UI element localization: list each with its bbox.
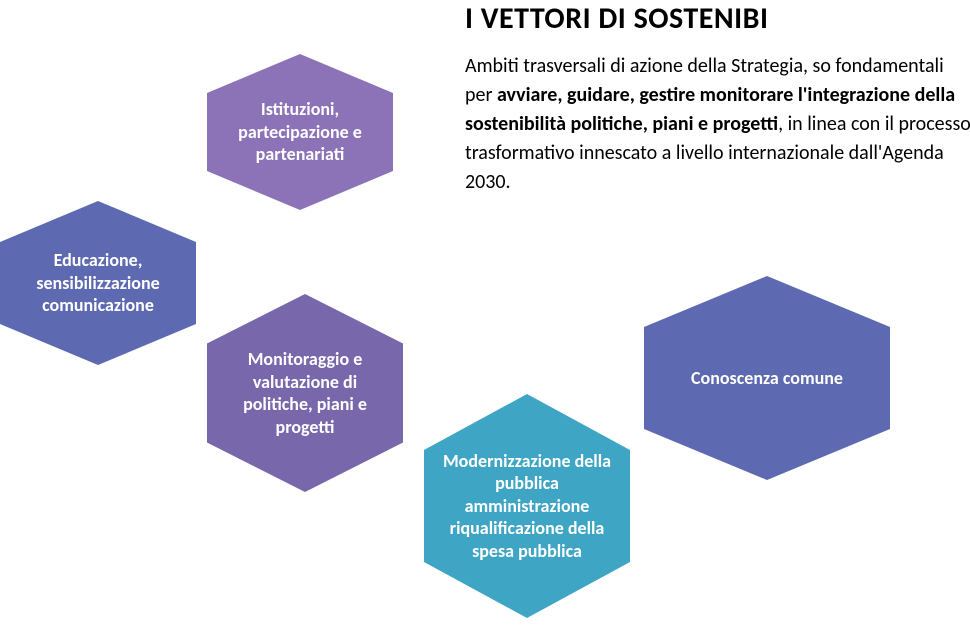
intro-paragraph: Ambiti trasversali di azione della Strat… — [465, 52, 970, 197]
paragraph-run: Ambiti trasversali di azione della Strat… — [465, 54, 831, 78]
hex-conoscenza-label: Conoscenza comune — [691, 367, 843, 390]
paragraph-bold-run: politiche, piani e progetti — [571, 112, 779, 136]
hex-monitoraggio-label: Monitoraggio e valutazione di politiche,… — [222, 348, 389, 438]
paragraph-bold-run: avviare, guidare, gestire — [497, 83, 700, 107]
hex-modernizzazione-label: Modernizzazione della pubblica amministr… — [439, 450, 614, 563]
hex-conoscenza: Conoscenza comune — [644, 276, 890, 480]
hex-educazione-label: Educazione, sensibilizzazione comunicazi… — [15, 249, 182, 317]
hex-educazione: Educazione, sensibilizzazione comunicazi… — [0, 201, 196, 365]
hex-modernizzazione: Modernizzazione della pubblica amministr… — [424, 394, 630, 618]
page-title: I VETTORI DI SOSTENIBI — [465, 0, 769, 37]
hex-monitoraggio: Monitoraggio e valutazione di politiche,… — [207, 294, 403, 492]
hex-istituzioni: Istituzioni, partecipazione e partenaria… — [207, 54, 393, 210]
hex-istituzioni-label: Istituzioni, partecipazione e partenaria… — [221, 98, 379, 166]
